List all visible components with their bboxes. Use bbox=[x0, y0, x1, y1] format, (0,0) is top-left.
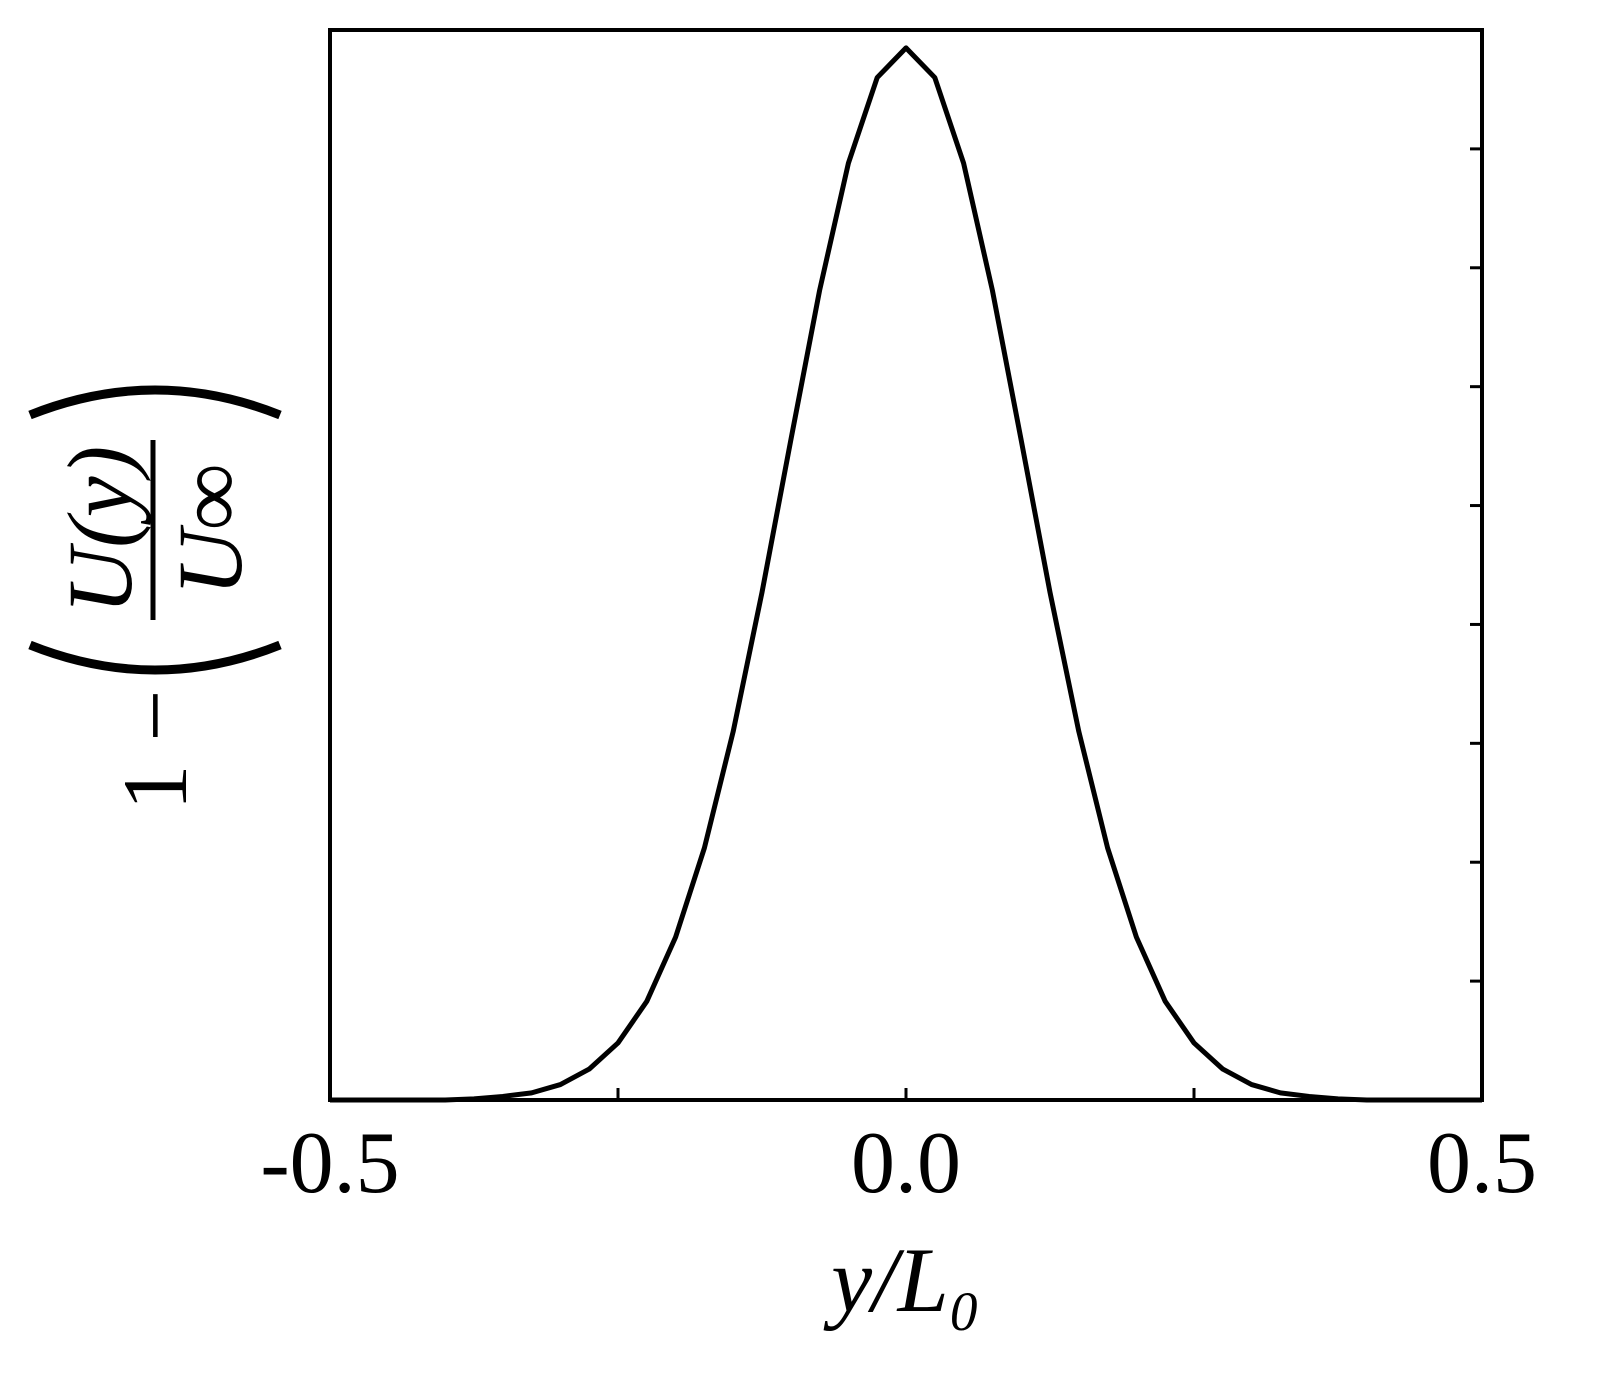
x-tick-label: 0.0 bbox=[851, 1115, 961, 1212]
x-axis-label: y/L₀ bbox=[823, 1229, 981, 1331]
y-label-prefix: 1 − bbox=[104, 690, 206, 811]
x-tick-label: 0.5 bbox=[1427, 1115, 1537, 1212]
plot-frame bbox=[328, 28, 1484, 1102]
line-series bbox=[330, 45, 1482, 1103]
x-tick-label: -0.5 bbox=[260, 1115, 399, 1212]
y-label-numerator: U(y) bbox=[49, 446, 151, 615]
paren bbox=[28, 385, 282, 420]
y-axis-label: 1 − U(y) U∞ bbox=[28, 385, 282, 811]
paren bbox=[28, 640, 282, 675]
y-label-denominator: U∞ bbox=[159, 464, 261, 596]
